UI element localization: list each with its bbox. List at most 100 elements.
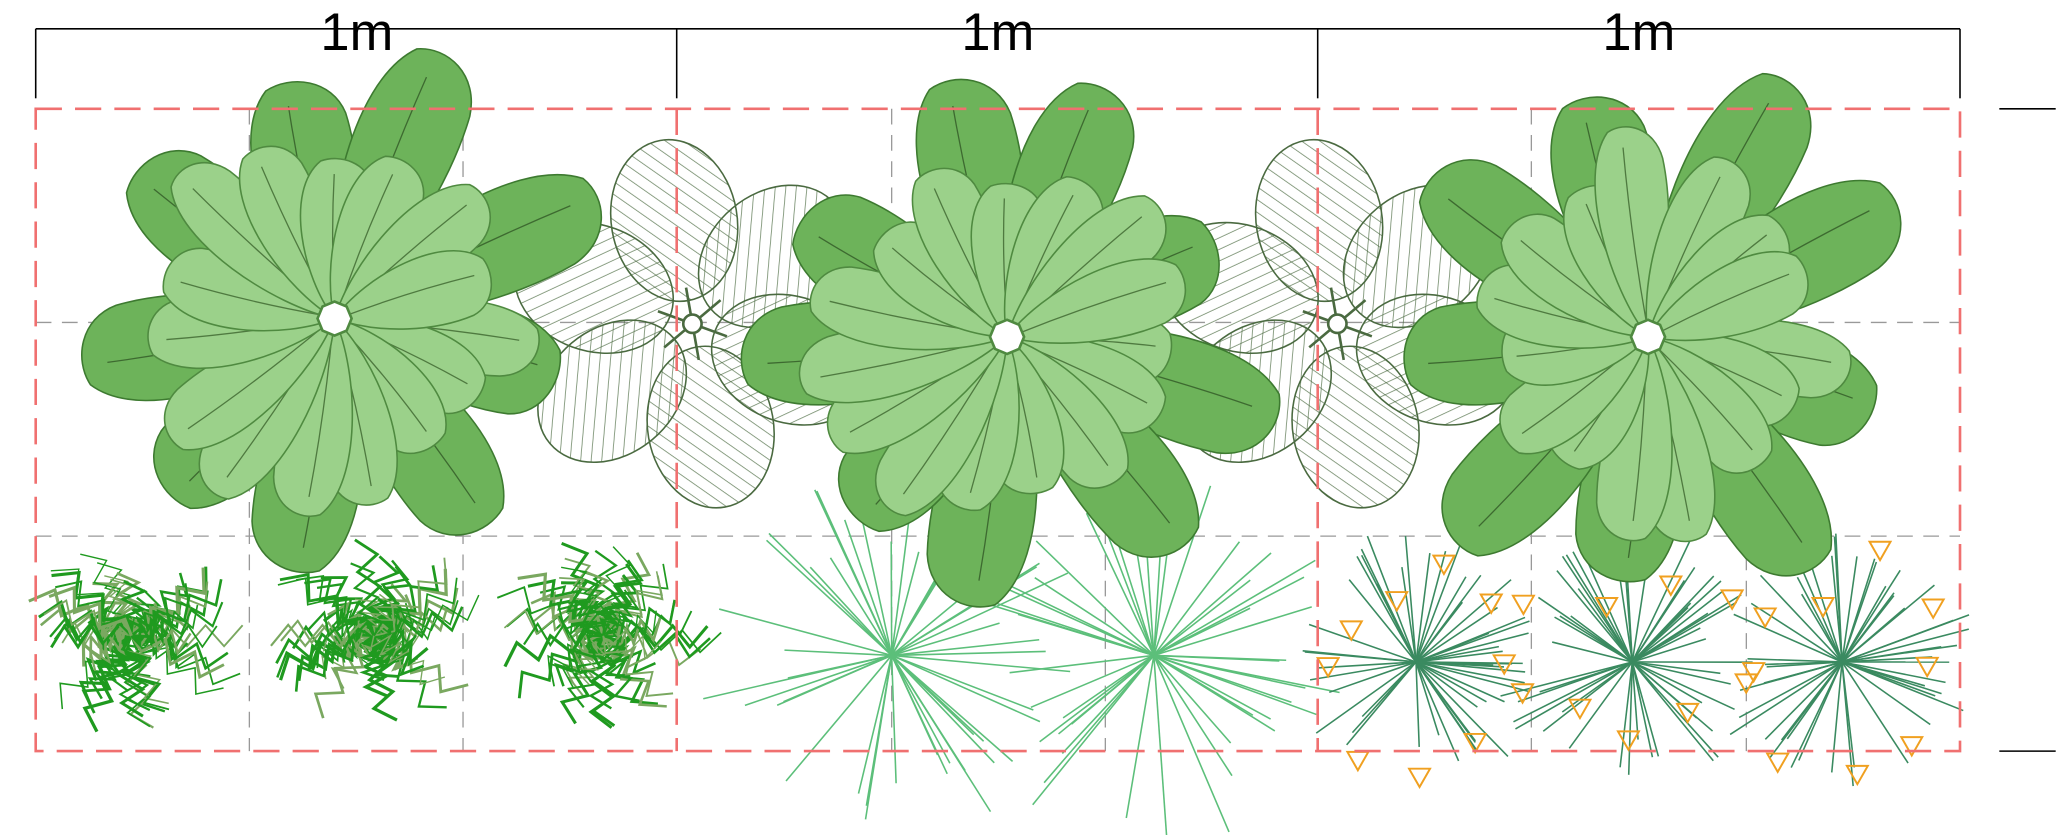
rosette-plant <box>81 48 603 574</box>
spike <box>1841 569 1901 663</box>
grass-blade <box>130 615 164 649</box>
rosette-plant <box>1403 72 1902 583</box>
grass-blade <box>602 635 674 698</box>
spike <box>1632 638 1707 663</box>
leaf-vein <box>1656 346 1753 451</box>
spike <box>1415 632 1529 663</box>
flower-marker <box>1462 732 1488 755</box>
spike <box>1415 650 1503 663</box>
spike <box>1631 566 1696 663</box>
spike <box>1517 661 1633 703</box>
spike <box>1841 661 1926 687</box>
spike <box>1153 654 1280 662</box>
leaf-vein <box>1019 281 1167 334</box>
spike <box>1030 654 1155 709</box>
spike <box>1415 579 1512 663</box>
spike <box>891 654 966 771</box>
spike <box>1631 594 1742 663</box>
leaf-vein <box>187 325 325 430</box>
grass-blade <box>51 570 133 637</box>
flower-marker <box>1867 540 1893 563</box>
flower-marker <box>1567 698 1593 721</box>
spike <box>1032 654 1155 806</box>
grass-blade <box>602 599 676 643</box>
grass-blade <box>130 623 218 649</box>
flower-marker <box>1658 575 1684 597</box>
spike <box>1831 555 1843 663</box>
spike <box>1626 581 1634 663</box>
flower-marker <box>1431 554 1457 576</box>
spike <box>1631 661 1714 732</box>
flower-marker <box>1479 593 1504 615</box>
spike <box>1801 593 1843 663</box>
spike <box>891 654 995 764</box>
spike <box>1348 579 1417 663</box>
grass-blade <box>547 632 604 680</box>
grass-blade <box>362 634 396 664</box>
spike <box>1039 654 1155 743</box>
spike <box>1304 651 1417 663</box>
spike <box>1415 661 1505 668</box>
grass-blade <box>602 617 662 648</box>
crown <box>1629 318 1667 356</box>
spike <box>1415 661 1487 703</box>
grass-blade <box>599 599 634 638</box>
spike <box>1346 661 1417 746</box>
crown <box>316 300 354 337</box>
spike <box>1750 602 1843 663</box>
leaf-vein <box>1659 273 1790 333</box>
spike <box>1841 556 1858 663</box>
grass-blade <box>554 589 607 636</box>
spike <box>891 622 1000 657</box>
grass-blade <box>366 593 399 637</box>
grass-blade <box>567 634 606 708</box>
flower-marker <box>1510 683 1535 705</box>
spike <box>1841 661 1931 726</box>
spike <box>765 539 893 656</box>
bed-outline <box>34 107 1962 753</box>
spike <box>1415 661 1509 758</box>
grass-blade <box>602 627 711 659</box>
spike <box>1835 533 1843 663</box>
spike <box>1415 661 1440 736</box>
flower-marker <box>1384 591 1409 613</box>
spike <box>1415 616 1526 663</box>
spike <box>1415 576 1467 663</box>
spike <box>1415 601 1464 663</box>
spike <box>1415 661 1505 703</box>
leaf-vein <box>180 281 323 316</box>
flower-marker <box>1339 620 1364 642</box>
spike <box>857 655 893 794</box>
spike <box>890 655 897 784</box>
spike <box>1565 554 1633 663</box>
spike <box>1308 623 1417 663</box>
spike <box>1631 661 1639 740</box>
spike <box>1153 541 1241 656</box>
spike <box>1085 512 1155 656</box>
spiky-plant <box>1302 535 1530 790</box>
leaf-vein <box>346 274 475 316</box>
spike <box>1153 654 1292 704</box>
spike <box>1153 606 1312 657</box>
flower-marker <box>1675 702 1700 725</box>
spike <box>1415 661 1478 708</box>
spike <box>1841 661 1909 764</box>
spike <box>891 572 1069 657</box>
spike <box>1631 661 1714 762</box>
flower-marker <box>1810 597 1836 619</box>
spike <box>718 608 892 657</box>
grass-blade <box>354 598 385 637</box>
flower-marker <box>1765 752 1790 774</box>
spike <box>1572 551 1633 663</box>
spike <box>1764 661 1843 740</box>
grass-blade <box>130 634 225 680</box>
leaf <box>1005 258 1187 344</box>
spiky-plant <box>1729 533 1970 787</box>
spike <box>1537 596 1633 663</box>
spike <box>1780 661 1843 741</box>
spike <box>891 654 1041 723</box>
spike <box>1841 607 1906 663</box>
spike <box>1631 575 1715 663</box>
spike <box>891 650 1046 657</box>
spike <box>1556 570 1633 663</box>
